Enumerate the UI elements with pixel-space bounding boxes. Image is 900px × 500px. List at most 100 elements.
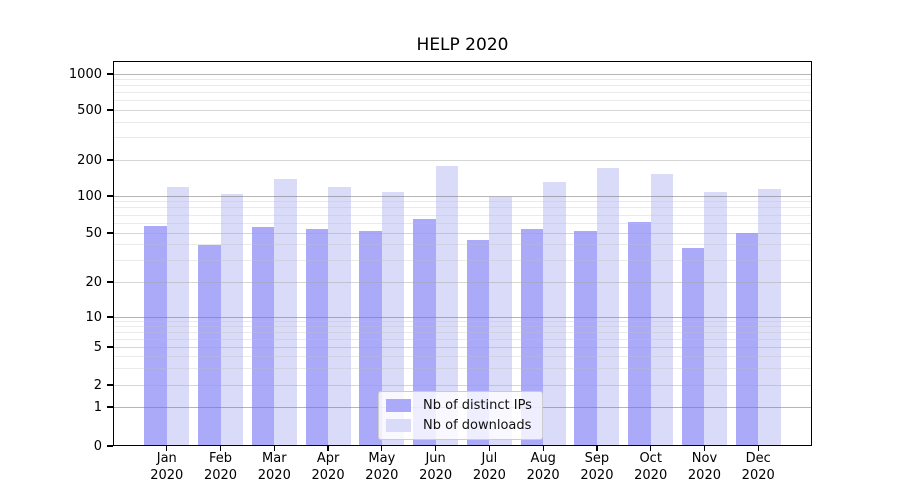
bar-downloads — [704, 191, 727, 446]
x-axis-tick — [381, 446, 383, 451]
legend-label: Nb of downloads — [423, 418, 532, 433]
year-label: 2020 — [741, 467, 775, 483]
gridline-minor — [114, 321, 811, 323]
month-label: Jan — [156, 451, 177, 466]
bar-distinct-ips — [305, 228, 329, 446]
month-label: Feb — [209, 451, 233, 466]
y-axis-tick — [107, 232, 113, 234]
y-axis-tick — [107, 73, 113, 75]
y-axis-tick-label: 1000 — [68, 66, 102, 82]
gridline-major — [114, 159, 811, 161]
bar-downloads — [220, 193, 244, 446]
gridline-major — [114, 109, 811, 111]
gridline-major — [114, 281, 811, 283]
month-label: Nov — [691, 451, 718, 466]
gridline-minor — [114, 201, 811, 203]
bar-distinct-ips — [735, 233, 759, 446]
bar-distinct-ips — [681, 247, 705, 446]
gridline-minor — [114, 78, 811, 80]
x-axis-tick-label: Sep 2020 — [569, 451, 625, 484]
x-axis-tick — [488, 446, 490, 451]
y-axis-tick-label: 200 — [77, 152, 102, 168]
year-label: 2020 — [257, 467, 291, 483]
y-axis-tick-label: 1 — [93, 399, 102, 415]
month-label: Mar — [262, 451, 287, 466]
bar-distinct-ips — [628, 221, 651, 446]
month-label: Apr — [316, 451, 340, 466]
y-axis-tick-label: 50 — [85, 225, 102, 241]
x-axis-tick-label: Aug 2020 — [515, 451, 571, 484]
x-axis-tick — [219, 446, 222, 451]
month-label: May — [368, 451, 396, 466]
gridline-minor — [114, 355, 811, 357]
x-axis-tick — [327, 446, 329, 451]
gridline-major — [114, 232, 811, 234]
legend-swatch — [386, 399, 411, 412]
y-axis-tick — [107, 445, 113, 447]
legend-swatch — [386, 419, 411, 432]
y-axis-tick — [107, 159, 113, 161]
gridline-major — [114, 346, 811, 348]
year-label: 2020 — [580, 467, 614, 483]
legend-item: Nb of downloads — [386, 418, 532, 433]
bar-distinct-ips — [144, 226, 167, 446]
month-label: Jul — [481, 451, 498, 466]
x-axis-tick-label: Nov 2020 — [676, 451, 732, 484]
x-axis-tick — [542, 446, 544, 451]
x-axis-tick-label: Oct 2020 — [623, 451, 679, 484]
x-axis-tick-label: Apr 2020 — [300, 451, 356, 484]
gridline-minor — [114, 85, 811, 87]
y-axis-tick-label: 100 — [77, 188, 102, 204]
y-axis-tick — [107, 346, 113, 348]
x-axis-tick-label: Feb 2020 — [193, 451, 249, 484]
gridline-decade — [114, 316, 811, 318]
month-label: Aug — [530, 451, 556, 466]
legend-item: Nb of distinct IPs — [386, 398, 532, 413]
y-axis-tick-label: 0 — [93, 438, 102, 454]
y-axis-tick — [107, 195, 113, 197]
chart-title: HELP 2020 — [416, 35, 509, 55]
y-axis-tick — [107, 281, 113, 283]
month-label: Oct — [639, 451, 662, 466]
bar-downloads — [166, 186, 190, 446]
bar-distinct-ips — [574, 230, 597, 446]
x-axis-tick — [273, 446, 275, 451]
gridline-minor — [114, 244, 811, 246]
x-axis-tick-label: Jul 2020 — [461, 451, 517, 484]
bar-distinct-ips — [251, 226, 275, 446]
x-axis-tick — [166, 446, 168, 451]
bar-distinct-ips — [198, 244, 221, 446]
gridline-decade — [114, 195, 811, 197]
year-label: 2020 — [419, 467, 453, 483]
year-label: 2020 — [687, 467, 721, 483]
legend-label: Nb of distinct IPs — [423, 398, 532, 413]
bar-downloads — [596, 168, 620, 446]
gridline-minor — [114, 222, 811, 224]
gridline-minor — [114, 92, 811, 94]
bar-distinct-ips — [413, 218, 436, 446]
x-axis-tick-label: Mar 2020 — [246, 451, 302, 484]
gridline-minor — [114, 137, 811, 139]
year-label: 2020 — [203, 467, 238, 483]
y-axis-tick-label: 10 — [85, 309, 102, 325]
x-axis-tick — [650, 446, 652, 451]
year-label: 2020 — [472, 467, 506, 483]
bar-downloads — [543, 182, 566, 446]
y-axis-tick-label: 5 — [93, 339, 102, 355]
x-axis-tick — [596, 446, 598, 451]
year-label: 2020 — [634, 467, 668, 483]
gridline-minor — [114, 326, 811, 328]
gridline-minor — [114, 331, 811, 333]
x-axis-tick-label: Dec 2020 — [730, 451, 786, 484]
month-label: Sep — [584, 451, 610, 466]
bar-downloads — [758, 189, 781, 446]
gridline-minor — [114, 121, 811, 123]
gridline-minor — [114, 259, 811, 261]
month-label: Jun — [425, 451, 446, 466]
x-axis-tick-label: Jan 2020 — [139, 451, 195, 484]
x-axis-tick — [703, 446, 706, 451]
month-label: Dec — [745, 451, 771, 466]
bar-distinct-ips — [359, 230, 382, 446]
year-label: 2020 — [526, 467, 560, 483]
gridline-major — [114, 384, 811, 386]
